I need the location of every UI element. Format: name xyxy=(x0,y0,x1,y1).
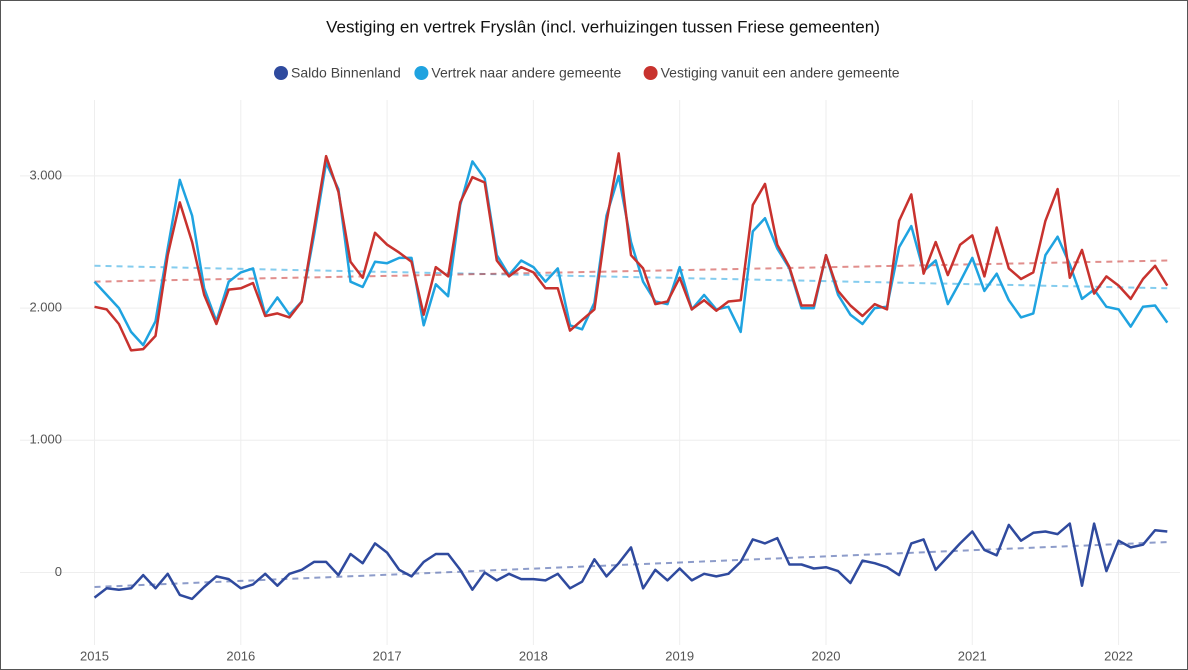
legend-swatch xyxy=(274,66,288,80)
legend-label: Vertrek naar andere gemeente xyxy=(431,65,621,81)
x-tick-label: 2022 xyxy=(1104,648,1133,663)
x-tick-label: 2017 xyxy=(373,648,402,663)
legend-swatch xyxy=(643,66,658,80)
series-line xyxy=(93,522,1168,601)
legend-label: Vestiging vanuit een andere gemeente xyxy=(661,65,900,81)
series-line xyxy=(93,160,1169,347)
y-tick-label: 3.000 xyxy=(29,167,62,182)
x-tick-label: 2018 xyxy=(519,648,548,663)
x-tick-label: 2019 xyxy=(665,648,694,663)
x-tick-label: 2021 xyxy=(958,648,987,663)
legend-swatch xyxy=(414,66,429,80)
x-tick-label: 2015 xyxy=(80,648,109,663)
legend-label: Saldo Binnenland xyxy=(291,65,401,81)
trend-line xyxy=(94,541,1168,589)
chart-title: Vestiging en vertrek Fryslân (incl. verh… xyxy=(326,17,880,36)
y-tick-label: 0 xyxy=(55,564,62,579)
x-tick-label: 2020 xyxy=(812,648,841,663)
x-tick-label: 2016 xyxy=(226,648,255,663)
series-line xyxy=(94,152,1169,352)
y-tick-label: 2.000 xyxy=(29,300,62,315)
y-tick-label: 1.000 xyxy=(29,432,62,447)
